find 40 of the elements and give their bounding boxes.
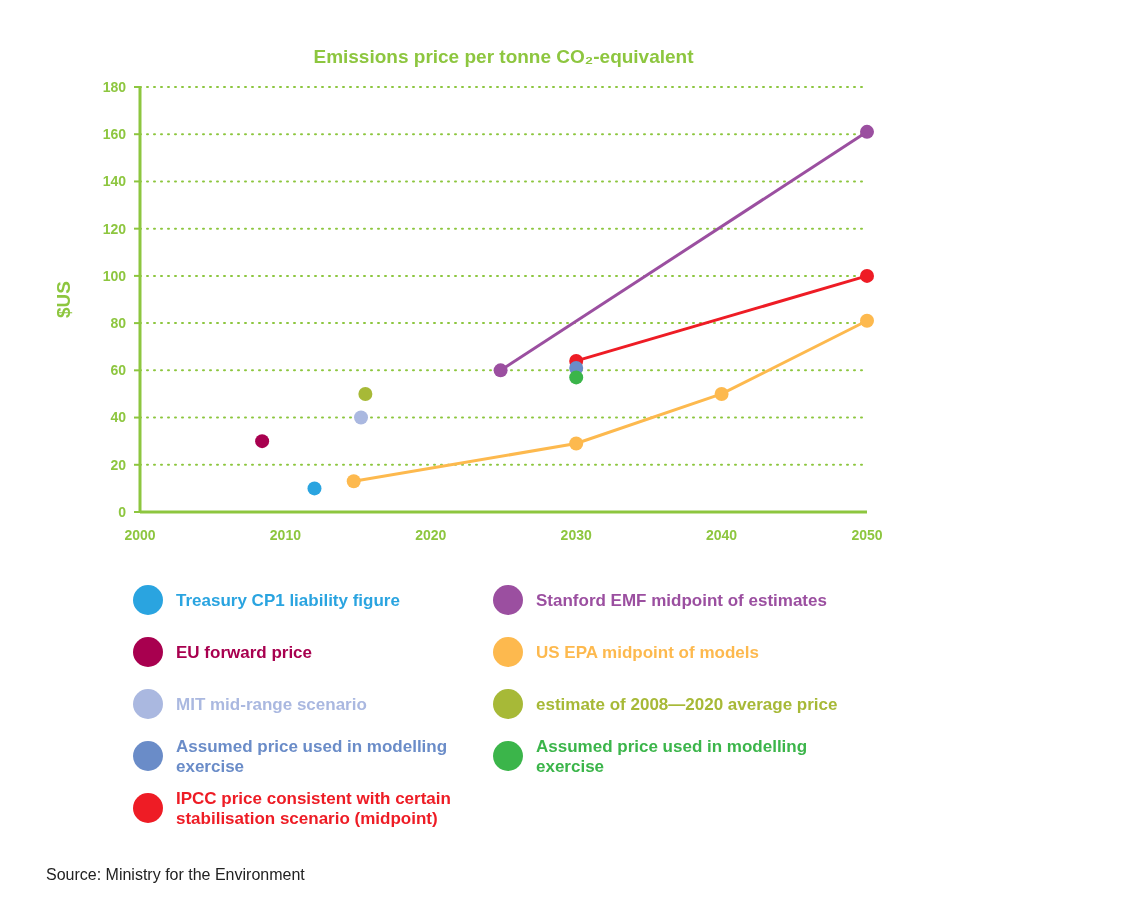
point	[255, 434, 270, 449]
x-tick-label: 2010	[269, 527, 302, 543]
y-tick-label: 180	[102, 78, 127, 95]
legend-label: US EPA midpoint of models	[536, 642, 759, 662]
y-tick-label: 140	[102, 173, 127, 190]
point	[358, 386, 373, 401]
legend-label: Assumed price used in modelling exercise	[536, 736, 808, 776]
x-tick-label: 2020	[415, 527, 447, 543]
source-note: Source: Ministry for the Environment	[46, 866, 306, 883]
x-tick-label: 2050	[851, 527, 883, 543]
point	[569, 370, 584, 385]
legend-label: MIT mid-range scenario	[176, 694, 367, 714]
y-tick-label: 60	[110, 362, 127, 379]
point	[569, 436, 584, 451]
point	[714, 386, 729, 401]
y-tick-label: 0	[118, 503, 127, 520]
point	[860, 124, 874, 139]
y-axis-title: $US	[53, 281, 74, 318]
point	[307, 481, 322, 496]
point	[860, 313, 874, 328]
point	[354, 410, 369, 425]
legend-label: EU forward price	[176, 642, 313, 662]
y-tick-label: 40	[110, 409, 127, 426]
x-tick-label: 2040	[706, 527, 738, 543]
y-tick-label: 80	[110, 315, 127, 332]
point	[860, 268, 874, 283]
point	[346, 474, 361, 489]
legend-label: estimate of 2008—2020 average price	[536, 694, 838, 714]
legend-label: Stanford EMF midpoint of estimates	[536, 590, 827, 610]
chart-title: Emissions price per tonne CO₂-equivalent	[313, 46, 695, 67]
y-tick-label: 120	[102, 220, 127, 237]
legend-label: IPCC price consistent with certain stabilisation scenario (midpoint)	[176, 788, 451, 828]
x-tick-label: 2000	[124, 527, 156, 543]
legend-label: Treasury CP1 liability figure	[176, 590, 400, 610]
y-tick-label: 100	[102, 267, 127, 284]
y-tick-label: 20	[110, 456, 127, 473]
x-tick-label: 2030	[560, 527, 592, 543]
legend-label: Assumed price used in modelling exercise	[176, 736, 448, 776]
point	[493, 363, 508, 378]
y-tick-label: 160	[102, 126, 127, 143]
